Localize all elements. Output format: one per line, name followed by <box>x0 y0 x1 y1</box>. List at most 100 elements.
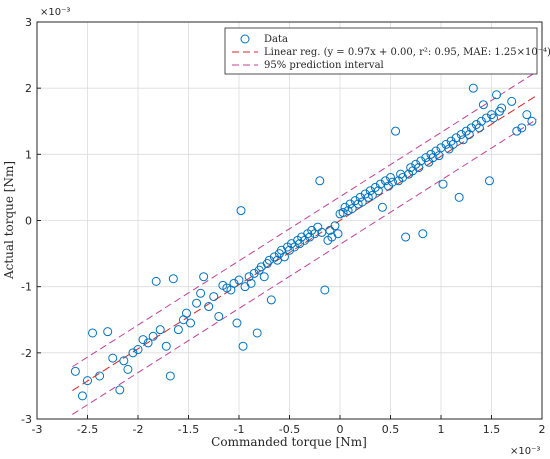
data-point <box>377 202 387 212</box>
data-point <box>269 252 279 262</box>
data-point <box>143 338 153 348</box>
data-point <box>196 288 206 298</box>
data-point <box>380 176 390 186</box>
data-point <box>461 126 471 136</box>
x-tick-label: -0.5 <box>279 423 300 436</box>
data-point <box>204 302 214 312</box>
data-point <box>353 199 363 209</box>
legend-data-label: Data <box>264 34 288 45</box>
data-point <box>305 232 315 242</box>
data-point <box>411 159 421 169</box>
data-point <box>279 252 289 262</box>
legend: Data Linear reg. (y = 0.97x + 0.00, r²: … <box>224 27 550 75</box>
y-tick-label: 2 <box>25 82 32 95</box>
x-axis-ticks: -3 -2.5 -2 -1.5 -1 -0.5 0 0.5 1 1.5 2 <box>32 415 546 436</box>
data-point <box>484 176 494 186</box>
data-point <box>173 325 183 335</box>
data-point <box>138 335 148 345</box>
x-tick-label: -2 <box>133 423 144 436</box>
x-tick-label: -3 <box>32 423 43 436</box>
data-point <box>522 110 532 120</box>
data-point <box>360 189 370 199</box>
data-point <box>249 268 259 278</box>
data-point <box>357 197 367 207</box>
x-tick-label: 1.5 <box>483 423 501 436</box>
data-point <box>373 186 383 196</box>
data-point <box>244 272 254 282</box>
x-tick-label: 1 <box>438 423 445 436</box>
legend-interval-label: 95% prediction interval <box>264 60 384 71</box>
data-point <box>338 208 348 218</box>
data-point <box>478 100 488 110</box>
data-point <box>471 120 481 130</box>
data-point <box>476 116 486 126</box>
data-point <box>317 227 327 237</box>
data-point <box>192 298 202 308</box>
data-point <box>246 278 256 288</box>
data-point <box>474 123 484 133</box>
data-point <box>199 272 209 282</box>
prediction-interval-lines <box>72 71 538 415</box>
x-tick-label: 0 <box>337 423 344 436</box>
data-point <box>165 371 175 381</box>
x-tick-label: 2 <box>539 423 546 436</box>
data-point <box>181 308 191 318</box>
data-point <box>252 328 262 338</box>
data-point <box>168 274 178 284</box>
data-point <box>507 96 517 106</box>
data-point <box>295 239 305 249</box>
data-point <box>128 348 138 358</box>
data-point <box>115 385 125 395</box>
data-point <box>333 229 343 239</box>
data-point <box>161 341 171 351</box>
data-point <box>421 153 431 163</box>
x-exponent-label: ×10⁻³ <box>510 446 540 457</box>
data-point <box>148 331 158 341</box>
data-point <box>375 179 385 189</box>
data-point <box>266 295 276 305</box>
data-point <box>438 179 448 189</box>
legend-box <box>224 27 538 75</box>
data-point <box>119 356 129 366</box>
y-tick-label: 0 <box>25 215 32 228</box>
legend-regression-label: Linear reg. (y = 0.97x + 0.00, r²: 0.95,… <box>264 47 550 58</box>
legend-data-marker <box>240 34 250 44</box>
data-point <box>77 391 87 401</box>
lower-prediction-line <box>72 118 538 415</box>
data-point <box>340 202 350 212</box>
data-point <box>451 133 461 143</box>
data-point <box>527 116 537 126</box>
data-point <box>325 225 335 235</box>
data-point <box>320 285 330 295</box>
x-tick-label: -2.5 <box>77 423 98 436</box>
data-point <box>391 126 401 136</box>
data-point <box>88 328 98 338</box>
data-point <box>350 196 360 206</box>
data-point <box>468 83 478 93</box>
data-point <box>272 255 282 265</box>
data-point <box>133 345 143 355</box>
y-axis-ticks: -3 -2 -1 0 1 2 3 <box>21 16 41 426</box>
data-point <box>517 123 527 133</box>
data-point <box>285 245 294 255</box>
data-point <box>330 221 340 231</box>
y-tick-label: -2 <box>21 347 32 360</box>
data-point <box>151 276 161 286</box>
data-point <box>370 182 380 192</box>
data-point <box>492 90 502 100</box>
data-point <box>497 103 507 113</box>
y-exponent-label: ×10⁻³ <box>40 7 70 18</box>
data-point <box>431 146 441 156</box>
data-point <box>481 113 491 123</box>
data-point <box>238 341 248 351</box>
data-point <box>214 311 224 321</box>
y-tick-label: 3 <box>25 16 32 29</box>
data-point <box>123 364 133 374</box>
x-tick-label: 0.5 <box>382 423 400 436</box>
data-point <box>232 318 242 328</box>
data-point <box>458 135 468 145</box>
data-point <box>234 275 244 285</box>
data-point <box>454 192 464 202</box>
regression-line <box>72 94 538 392</box>
data-point <box>414 163 424 173</box>
